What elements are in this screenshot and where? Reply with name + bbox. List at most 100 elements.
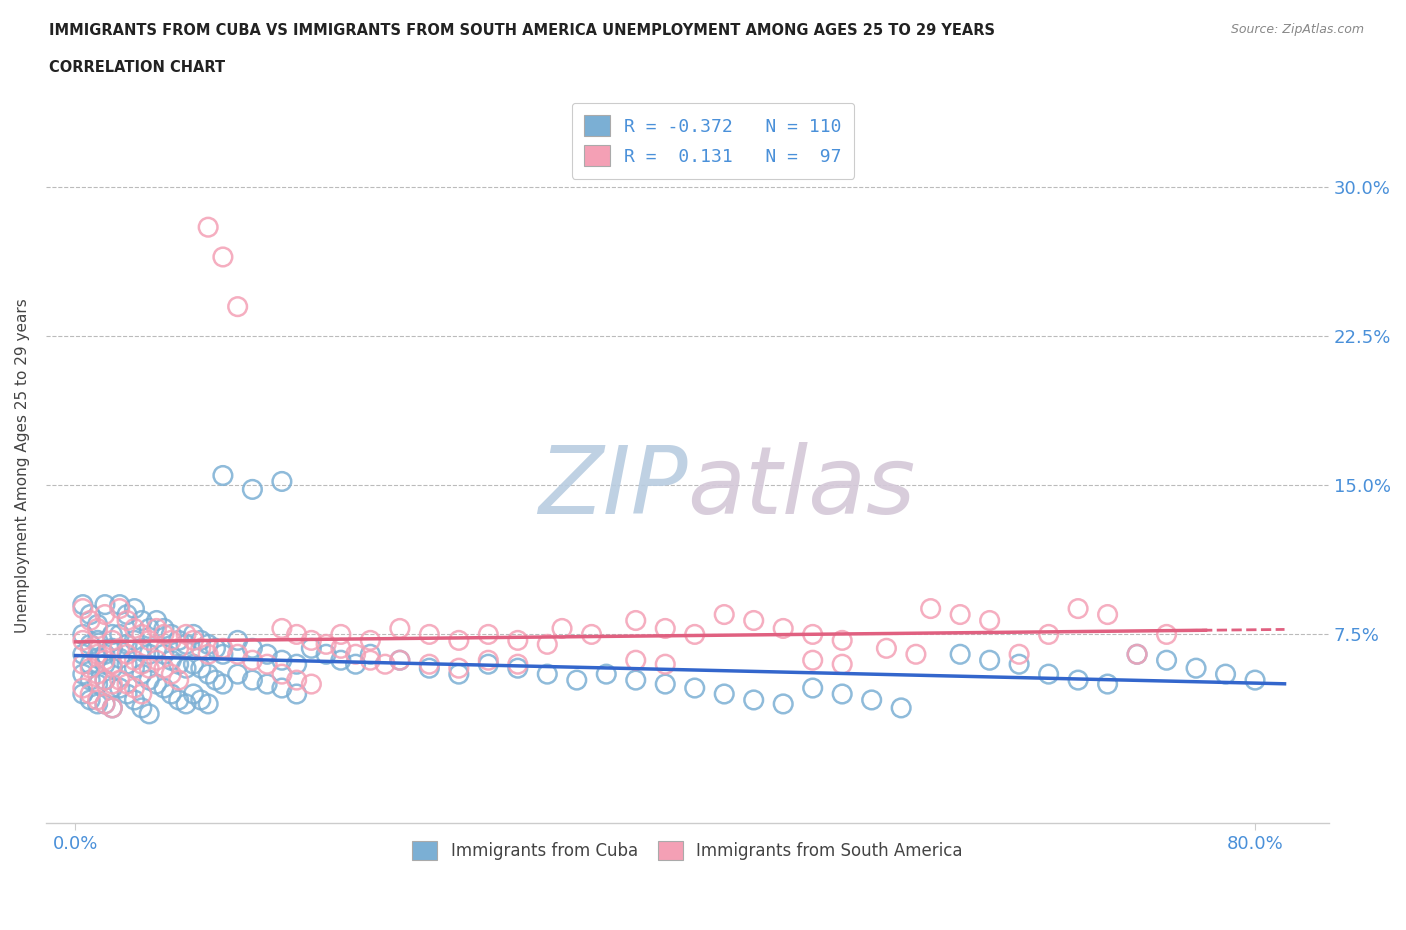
- Point: [212, 249, 235, 264]
- Point: [115, 647, 138, 662]
- Point: [212, 641, 235, 656]
- Point: [138, 621, 160, 636]
- Point: [174, 660, 197, 675]
- Point: [160, 667, 183, 682]
- Point: [131, 613, 153, 628]
- Point: [190, 660, 212, 675]
- Point: [153, 681, 176, 696]
- Point: [860, 693, 883, 708]
- Point: [131, 700, 153, 715]
- Point: [890, 700, 912, 715]
- Point: [72, 633, 94, 648]
- Point: [713, 607, 735, 622]
- Point: [94, 597, 117, 612]
- Point: [197, 667, 219, 682]
- Point: [329, 641, 352, 656]
- Point: [86, 651, 108, 666]
- Point: [94, 607, 117, 622]
- Point: [831, 657, 853, 671]
- Point: [167, 693, 190, 708]
- Point: [506, 660, 529, 675]
- Point: [256, 647, 278, 662]
- Point: [124, 621, 146, 636]
- Point: [190, 633, 212, 648]
- Point: [388, 653, 411, 668]
- Point: [285, 657, 308, 671]
- Point: [1008, 657, 1031, 671]
- Point: [131, 627, 153, 642]
- Point: [79, 641, 101, 656]
- Point: [506, 633, 529, 648]
- Point: [1156, 627, 1178, 642]
- Point: [108, 597, 131, 612]
- Point: [654, 677, 676, 692]
- Point: [315, 647, 337, 662]
- Point: [270, 667, 292, 682]
- Point: [86, 647, 108, 662]
- Point: [624, 672, 647, 687]
- Point: [138, 660, 160, 675]
- Point: [624, 613, 647, 628]
- Point: [79, 660, 101, 675]
- Point: [160, 686, 183, 701]
- Point: [131, 641, 153, 656]
- Point: [270, 621, 292, 636]
- Point: [418, 660, 440, 675]
- Point: [167, 657, 190, 671]
- Point: [344, 647, 367, 662]
- Point: [86, 677, 108, 692]
- Point: [115, 637, 138, 652]
- Point: [1067, 672, 1090, 687]
- Point: [101, 700, 124, 715]
- Point: [101, 633, 124, 648]
- Point: [145, 653, 167, 668]
- Point: [101, 627, 124, 642]
- Point: [565, 672, 588, 687]
- Point: [315, 637, 337, 652]
- Point: [299, 641, 322, 656]
- Point: [904, 647, 927, 662]
- Point: [124, 601, 146, 616]
- Point: [1156, 653, 1178, 668]
- Point: [108, 672, 131, 687]
- Text: CORRELATION CHART: CORRELATION CHART: [49, 60, 225, 75]
- Point: [72, 681, 94, 696]
- Point: [654, 657, 676, 671]
- Point: [1038, 667, 1060, 682]
- Point: [197, 637, 219, 652]
- Point: [153, 621, 176, 636]
- Point: [359, 633, 381, 648]
- Point: [226, 299, 249, 314]
- Point: [108, 651, 131, 666]
- Point: [374, 657, 396, 671]
- Point: [477, 653, 499, 668]
- Point: [138, 633, 160, 648]
- Point: [683, 627, 706, 642]
- Point: [270, 474, 292, 489]
- Point: [145, 677, 167, 692]
- Point: [79, 613, 101, 628]
- Point: [418, 657, 440, 671]
- Point: [115, 607, 138, 622]
- Point: [447, 660, 470, 675]
- Point: [79, 607, 101, 622]
- Point: [949, 647, 972, 662]
- Point: [190, 693, 212, 708]
- Point: [174, 637, 197, 652]
- Point: [418, 627, 440, 642]
- Point: [153, 660, 176, 675]
- Point: [190, 641, 212, 656]
- Point: [772, 621, 794, 636]
- Point: [654, 621, 676, 636]
- Point: [101, 660, 124, 675]
- Point: [160, 653, 183, 668]
- Point: [174, 697, 197, 711]
- Point: [115, 613, 138, 628]
- Point: [160, 633, 183, 648]
- Point: [79, 672, 101, 687]
- Point: [624, 653, 647, 668]
- Point: [101, 677, 124, 692]
- Point: [551, 621, 574, 636]
- Point: [183, 657, 205, 671]
- Point: [242, 641, 264, 656]
